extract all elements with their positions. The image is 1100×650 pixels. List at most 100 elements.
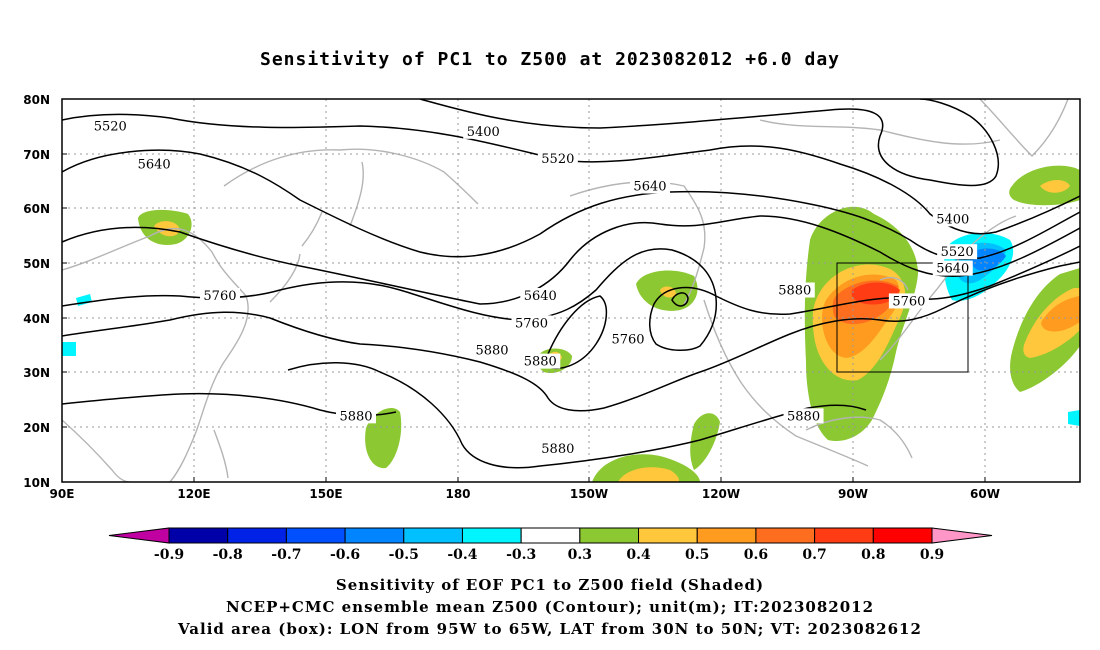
shading-green-tropics-b bbox=[690, 413, 720, 470]
contour-label-bg bbox=[134, 156, 175, 172]
coast-na-east bbox=[879, 215, 1017, 361]
contour-label: 5640 bbox=[524, 289, 557, 304]
contour-5880-a bbox=[62, 261, 1080, 412]
colorbar-label: -0.5 bbox=[389, 547, 419, 563]
valid-area-box bbox=[836, 262, 969, 373]
map-title: Sensitivity of PC1 to Z500 at 2023082012… bbox=[259, 49, 840, 70]
colorbar-label: 0.4 bbox=[626, 547, 651, 563]
shading-yellow-atlantic-ne bbox=[1040, 180, 1070, 193]
contour-label: 5640 bbox=[633, 180, 666, 195]
lon-label-180: 180 bbox=[445, 487, 470, 501]
colorbar-high-triangle bbox=[931, 527, 993, 544]
contour-label-bg bbox=[608, 331, 649, 347]
colorbar-label: -0.9 bbox=[154, 547, 184, 563]
colorbar-swatch bbox=[872, 527, 933, 544]
lat-label-50n: 50N bbox=[23, 257, 50, 271]
colorbar-label: -0.7 bbox=[271, 547, 301, 563]
graticule bbox=[62, 99, 1080, 482]
lon-label-60w: 60W bbox=[970, 487, 1000, 501]
colorbar-swatch bbox=[461, 527, 522, 544]
colorbar-low-triangle bbox=[108, 527, 170, 544]
contour-label-bg bbox=[90, 118, 131, 134]
colorbar-label: -0.3 bbox=[506, 547, 536, 563]
lon-label-120e: 120E bbox=[177, 487, 210, 501]
lat-label-60n: 60N bbox=[23, 202, 50, 216]
lon-label-120w: 120W bbox=[702, 487, 740, 501]
contour-label: 5880 bbox=[339, 409, 372, 424]
colorbar-swatch bbox=[403, 527, 463, 544]
coast-kamchatka bbox=[349, 161, 364, 227]
lon-label-90w: 90W bbox=[838, 487, 868, 501]
lat-label-70n: 70N bbox=[23, 148, 50, 162]
contour-label-bg bbox=[629, 178, 670, 194]
colorbar-label: 0.5 bbox=[685, 547, 709, 563]
coast-na-west bbox=[703, 299, 869, 467]
caption-valid-area: Valid area (box): LON from 95W to 65W, L… bbox=[178, 620, 922, 638]
caption-contour: NCEP+CMC ensemble mean Z500 (Contour); u… bbox=[226, 598, 874, 616]
contour-label-bg bbox=[335, 408, 376, 424]
colorbar-swatch bbox=[227, 527, 287, 544]
colorbar-swatch bbox=[638, 527, 698, 544]
contour-label-bg bbox=[932, 260, 973, 276]
contour-label-bg bbox=[774, 282, 815, 298]
lat-label-30n: 30N bbox=[23, 366, 50, 380]
contour-label: 5880 bbox=[541, 442, 574, 457]
contour-labels: 5520 5400 5640 5520 5640 5400 5520 5640 5760 5640… bbox=[90, 118, 978, 457]
colorbar-label: 0.6 bbox=[744, 547, 768, 563]
shading-cyan-small-c bbox=[1068, 410, 1080, 426]
colorbar-label: 0.7 bbox=[802, 547, 826, 563]
colorbar-swatch bbox=[344, 527, 405, 544]
caption-shaded: Sensitivity of EOF PC1 to Z500 field (Sh… bbox=[335, 576, 765, 594]
contour-label-bg bbox=[199, 287, 240, 303]
coast-philippines bbox=[213, 429, 229, 479]
lon-label-150w: 150W bbox=[570, 487, 608, 501]
colorbar-swatch bbox=[579, 527, 640, 544]
coast-indochina bbox=[62, 419, 131, 482]
contour-label: 5400 bbox=[936, 212, 969, 227]
contour-label-bg bbox=[537, 151, 578, 167]
contour-label-bg bbox=[537, 441, 578, 457]
lat-axis-labels: 80N 70N 60N 50N 40N 30N 20N 10N bbox=[23, 93, 50, 490]
colorbar-swatch bbox=[696, 527, 757, 544]
contour-label-bg bbox=[783, 408, 824, 424]
colorbar-swatch bbox=[168, 527, 229, 544]
contour-label: 5400 bbox=[467, 125, 500, 140]
lat-label-10n: 10N bbox=[23, 476, 50, 490]
colorbar-label: -0.6 bbox=[330, 547, 360, 563]
coast-greatlakes bbox=[879, 276, 909, 291]
shading-orange-atlantic bbox=[1041, 296, 1080, 332]
lat-label-20n: 20N bbox=[23, 421, 50, 435]
contour-label: 5760 bbox=[515, 316, 548, 331]
contour-label-bg bbox=[463, 123, 504, 139]
contour-5640-b bbox=[62, 215, 1080, 305]
colorbar-swatch bbox=[814, 527, 874, 544]
contour-label-bg bbox=[520, 353, 561, 369]
captions: Sensitivity of EOF PC1 to Z500 field (Sh… bbox=[0, 574, 1100, 640]
lat-label-40n: 40N bbox=[23, 312, 50, 326]
lon-label-90e: 90E bbox=[50, 487, 75, 501]
contour-label: 5880 bbox=[475, 344, 508, 359]
colorbar-label: -0.4 bbox=[447, 547, 477, 563]
colorbar-label: 0.9 bbox=[920, 547, 944, 563]
contour-label: 5760 bbox=[892, 294, 925, 309]
coast-arctic bbox=[759, 119, 1001, 145]
shading-red-north-america bbox=[851, 282, 900, 305]
contour-label: 5880 bbox=[778, 284, 811, 299]
contour-label: 5520 bbox=[94, 119, 127, 134]
map-frame bbox=[61, 98, 1081, 483]
colorbar-label: 0.8 bbox=[861, 547, 885, 563]
contour-label-bg bbox=[511, 315, 552, 331]
shaded-sensitivity bbox=[62, 165, 1080, 482]
contour-5640 bbox=[62, 149, 1080, 260]
contour-label: 5640 bbox=[936, 262, 969, 277]
colorbar-label: 0.3 bbox=[568, 547, 592, 563]
contour-label: 5520 bbox=[541, 152, 574, 167]
colorbar-swatch bbox=[285, 527, 346, 544]
coast-gulf bbox=[805, 416, 913, 459]
shading-cyan-small-a bbox=[62, 342, 76, 356]
colorbar-swatch bbox=[520, 527, 581, 544]
contour-5400 bbox=[419, 99, 999, 187]
contour-label: 5520 bbox=[941, 245, 974, 260]
shading-yellow-tropics bbox=[618, 467, 680, 482]
